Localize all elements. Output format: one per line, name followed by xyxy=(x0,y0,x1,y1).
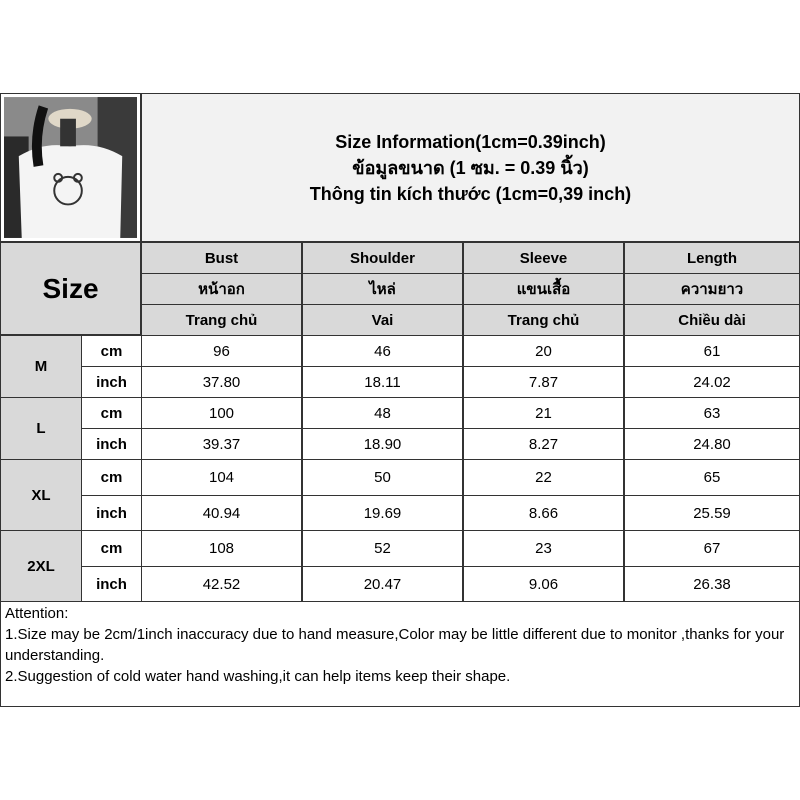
unit-cm: cm xyxy=(81,459,142,496)
column-header-vi: Trang chủ xyxy=(463,304,624,336)
inch-value: 40.94 xyxy=(141,495,302,531)
inch-value: 24.80 xyxy=(624,428,800,460)
column-header-en: Sleeve xyxy=(463,242,624,274)
size-label: M xyxy=(0,335,82,398)
unit-cm: cm xyxy=(81,530,142,567)
inch-value: 8.66 xyxy=(463,495,624,531)
attention-note-2: 2.Suggestion of cold water hand washing,… xyxy=(5,668,511,685)
column-header-vi: Vai xyxy=(302,304,463,336)
unit-cm: cm xyxy=(81,335,142,367)
cm-value: 96 xyxy=(141,335,302,367)
cm-value: 22 xyxy=(463,459,624,496)
cm-value: 100 xyxy=(141,397,302,429)
attention-notes: Attention: 1.Size may be 2cm/1inch inacc… xyxy=(0,601,800,707)
size-label: XL xyxy=(0,459,82,531)
cm-value: 65 xyxy=(624,459,800,496)
cm-value: 104 xyxy=(141,459,302,496)
unit-inch: inch xyxy=(81,495,142,531)
column-header-vi: Chiều dài xyxy=(624,304,800,336)
model-photo-image xyxy=(4,97,137,238)
cm-value: 21 xyxy=(463,397,624,429)
inch-value: 7.87 xyxy=(463,366,624,398)
cm-value: 52 xyxy=(302,530,463,567)
column-header-en: Bust xyxy=(141,242,302,274)
column-header-en: Length xyxy=(624,242,800,274)
inch-value: 39.37 xyxy=(141,428,302,460)
inch-value: 25.59 xyxy=(624,495,800,531)
cm-value: 50 xyxy=(302,459,463,496)
unit-cm: cm xyxy=(81,397,142,429)
cm-value: 48 xyxy=(302,397,463,429)
column-header-th: หน้าอก xyxy=(141,273,302,305)
inch-value: 8.27 xyxy=(463,428,624,460)
column-header-en: Shoulder xyxy=(302,242,463,274)
cm-value: 61 xyxy=(624,335,800,367)
size-label: L xyxy=(0,397,82,460)
inch-value: 37.80 xyxy=(141,366,302,398)
inch-value: 9.06 xyxy=(463,566,624,602)
cm-value: 67 xyxy=(624,530,800,567)
cm-value: 108 xyxy=(141,530,302,567)
title-vietnamese: Thông tin kích thước (1cm=0,39 inch) xyxy=(309,183,632,204)
inch-value: 20.47 xyxy=(302,566,463,602)
title-english: Size Information(1cm=0.39inch) xyxy=(335,131,606,152)
column-header-th: ไหล่ xyxy=(302,273,463,305)
inch-value: 24.02 xyxy=(624,366,800,398)
size-label: 2XL xyxy=(0,530,82,602)
product-photo xyxy=(0,93,141,242)
size-info-title: Size Information(1cm=0.39inch) ข้อมูลขนา… xyxy=(141,93,800,242)
inch-value: 42.52 xyxy=(141,566,302,602)
unit-inch: inch xyxy=(81,428,142,460)
cm-value: 20 xyxy=(463,335,624,367)
attention-note-1: 1.Size may be 2cm/1inch inaccuracy due t… xyxy=(5,626,785,664)
cm-value: 46 xyxy=(302,335,463,367)
unit-inch: inch xyxy=(81,366,142,398)
inch-value: 19.69 xyxy=(302,495,463,531)
size-header: Size xyxy=(0,242,141,335)
column-header-th: ความยาว xyxy=(624,273,800,305)
attention-heading: Attention: xyxy=(5,605,69,622)
title-thai: ข้อมูลขนาด (1 ซม. = 0.39 นิ้ว) xyxy=(352,157,589,178)
column-header-th: แขนเสื้อ xyxy=(463,273,624,305)
inch-value: 18.11 xyxy=(302,366,463,398)
column-header-vi: Trang chủ xyxy=(141,304,302,336)
cm-value: 63 xyxy=(624,397,800,429)
unit-inch: inch xyxy=(81,566,142,602)
inch-value: 26.38 xyxy=(624,566,800,602)
inch-value: 18.90 xyxy=(302,428,463,460)
cm-value: 23 xyxy=(463,530,624,567)
